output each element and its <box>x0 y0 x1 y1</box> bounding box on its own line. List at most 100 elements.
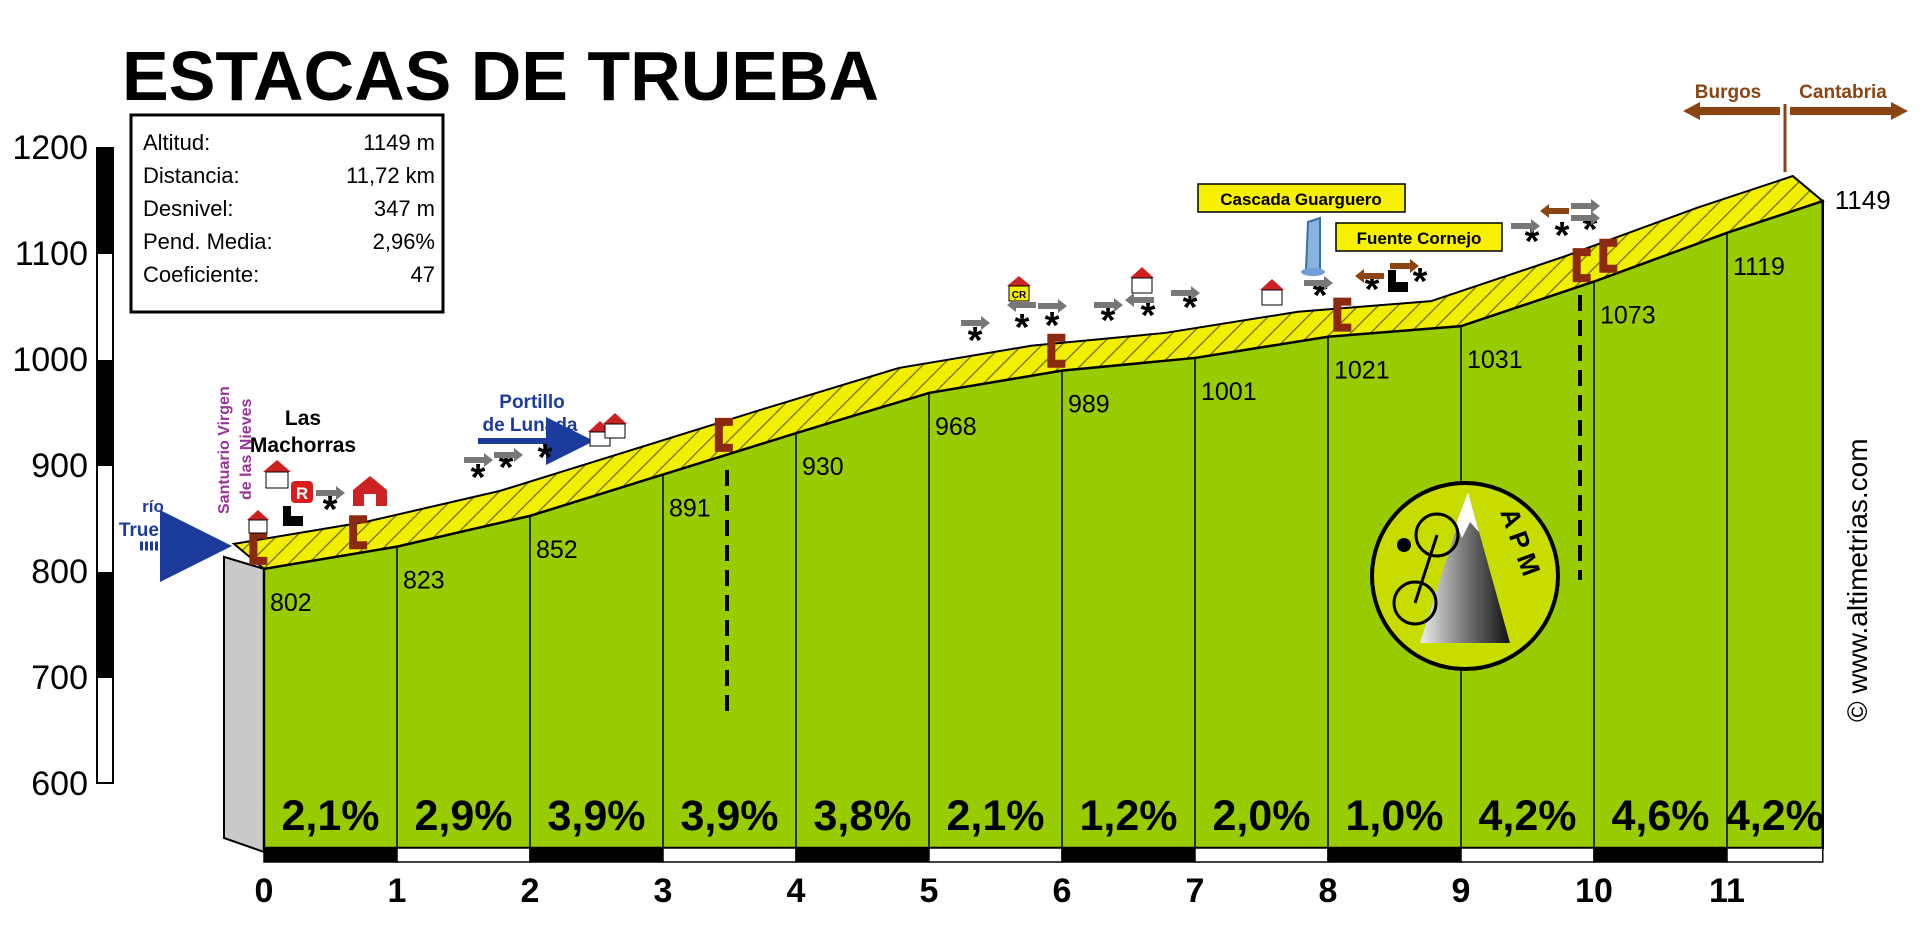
portillo-label-1: Portillo <box>499 392 564 413</box>
info-value: 47 <box>411 262 435 287</box>
direction-arrow-icon <box>1355 269 1384 283</box>
scale-segment <box>529 847 664 863</box>
house-icon <box>1130 267 1154 294</box>
km-altitude-label: 823 <box>403 567 445 595</box>
direction-arrow-icon <box>1571 199 1600 213</box>
x-tick-label: 9 <box>1452 872 1471 910</box>
house-icon <box>603 413 627 439</box>
info-label: Pend. Media: <box>143 229 273 254</box>
direction-arrow-icon <box>961 316 990 330</box>
curve-marker-icon: * <box>1045 305 1060 347</box>
scale-segment <box>1194 847 1329 863</box>
km-altitude-label: 1001 <box>1201 378 1257 406</box>
fuente-box <box>1335 222 1503 252</box>
curve-marker-icon: * <box>538 437 553 479</box>
y-tick-label: 900 <box>31 447 88 485</box>
apm-logo: APM <box>1370 481 1560 671</box>
gradient-label: 2,9% <box>414 792 512 840</box>
distance-scale-bar: 0 1 2 3 4 5 6 7 8 9 10 11 <box>255 847 1824 910</box>
info-label: Distancia: <box>143 163 240 188</box>
rio-label-2: Trueba <box>119 520 182 541</box>
house-icon <box>263 460 291 489</box>
x-tick-label: 6 <box>1053 872 1072 910</box>
gradient-label: 4,6% <box>1611 792 1709 840</box>
curve-marker-icon: * <box>968 320 983 362</box>
x-tick-label: 3 <box>654 872 673 910</box>
direction-arrow-icon <box>1511 219 1540 233</box>
km-altitude-label: 1031 <box>1467 346 1523 374</box>
y-tick-label: 1100 <box>15 235 88 273</box>
scale-segment <box>1327 847 1462 863</box>
direction-arrow-icon <box>1007 298 1036 312</box>
gradient-label: 4,2% <box>1726 792 1824 840</box>
direction-arrow-icon <box>494 448 523 462</box>
x-tick-label: 4 <box>787 872 806 910</box>
gradient-label: 4,2% <box>1478 792 1576 840</box>
rural-house-icon: CR <box>1007 276 1031 302</box>
annotations: río Trueba Santuario Virgen de las Nieve… <box>119 82 1908 722</box>
scale-segment <box>396 847 531 863</box>
direction-arrow-icon <box>1390 259 1419 273</box>
gradient-label: 1,0% <box>1345 792 1443 840</box>
km-altitude-label: 1021 <box>1334 357 1390 385</box>
km-altitude-label: 968 <box>935 413 977 441</box>
km-altitude-label: 802 <box>270 589 312 617</box>
scale-segment <box>662 847 797 863</box>
profile-area: 802 2,1% 823 2,9% 852 3,9% 891 3,9% 930 3,8% 968 2,… <box>223 174 1891 854</box>
road-sign-icon <box>1047 333 1066 368</box>
road-sign-icon <box>1572 248 1591 283</box>
y-tick-label: 1200 <box>12 129 88 167</box>
km-altitude-label: 1119 <box>1733 253 1785 281</box>
fountain-icon <box>1388 270 1408 292</box>
scale-segment <box>928 847 1063 863</box>
direction-arrow-icon <box>464 453 493 467</box>
cascada-box <box>1197 183 1406 213</box>
km-altitude-label: 930 <box>802 453 844 481</box>
direction-arrow-icon <box>1304 276 1333 290</box>
curve-marker-icon: * <box>1015 307 1030 349</box>
scale-segment <box>795 847 930 863</box>
road-sign-icon <box>249 530 268 565</box>
scale-segment <box>1593 847 1728 863</box>
waterfall-icon <box>1301 216 1325 276</box>
machorras-label-2: Machorras <box>250 434 356 457</box>
curve-marker-icon: * <box>323 489 338 531</box>
rio-label-1: río <box>142 497 164 516</box>
portillo-label-2: de Lunada <box>482 415 577 436</box>
border-arrows-icon <box>1683 102 1908 172</box>
curve-marker-icon: * <box>1101 300 1116 342</box>
info-value: 347 m <box>374 196 435 221</box>
info-label: Altitud: <box>143 130 210 155</box>
info-label: Desnivel: <box>143 196 233 221</box>
direction-arrow-icon <box>1540 204 1569 218</box>
scale-segment <box>1726 847 1824 863</box>
gradient-label: 2,1% <box>946 792 1044 840</box>
info-value: 1149 m <box>363 130 435 155</box>
watermark: © www.altimetrias.com <box>1842 438 1873 722</box>
direction-arrow-icon <box>1125 293 1154 307</box>
cantabria-label: Cantabria <box>1799 82 1887 103</box>
santuario-label-1: Santuario Virgen <box>216 386 233 514</box>
scale-segment <box>1061 847 1196 863</box>
info-label: Coeficiente: <box>143 262 259 287</box>
profile-fill <box>262 199 1825 850</box>
road-sign-icon <box>714 417 733 452</box>
road-sign-icon <box>1333 297 1352 332</box>
gradient-label: 3,9% <box>680 792 778 840</box>
x-tick-label: 1 <box>388 872 407 910</box>
gradient-label: 1,2% <box>1079 792 1177 840</box>
house-icon <box>1260 279 1284 306</box>
direction-arrow-icon <box>1094 298 1123 312</box>
info-value: 2,96% <box>373 229 435 254</box>
x-tick-label: 2 <box>521 872 540 910</box>
burgos-label: Burgos <box>1695 82 1762 103</box>
x-tick-label: 5 <box>920 872 939 910</box>
gradient-label: 2,1% <box>281 792 379 840</box>
y-tick-label: 700 <box>31 659 88 697</box>
direction-arrow-icon <box>316 486 345 500</box>
y-tick-label: 800 <box>31 553 88 591</box>
profile-side-face <box>223 555 265 854</box>
km-altitude-label: 1073 <box>1600 302 1656 330</box>
r-badge: R <box>296 484 308 503</box>
